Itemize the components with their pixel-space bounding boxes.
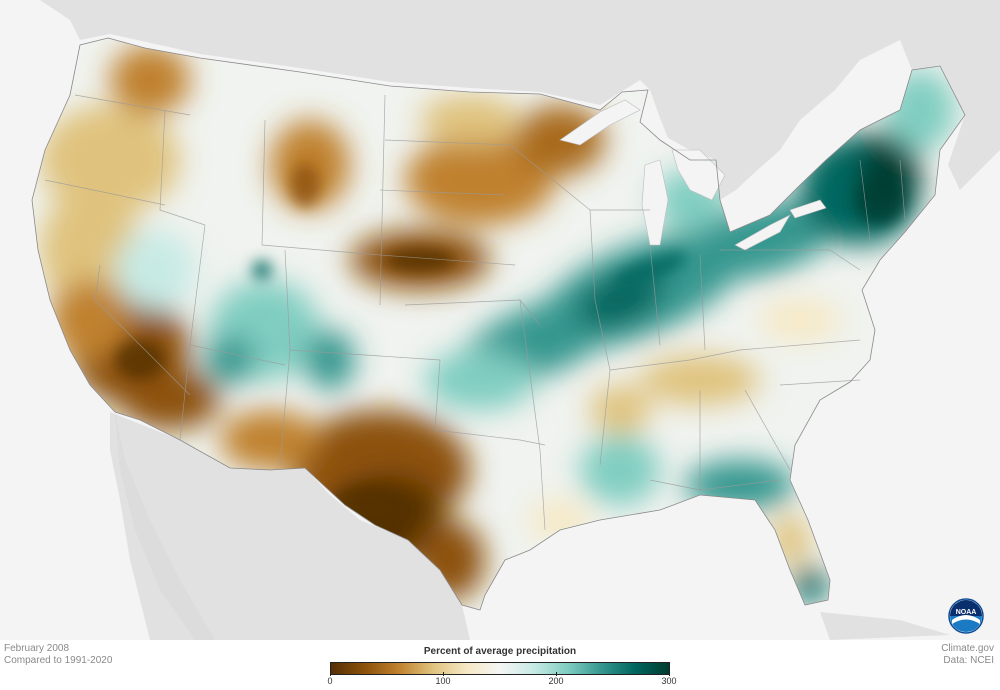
legend-tickmark <box>669 672 670 676</box>
legend-tick-300: 300 <box>661 676 677 686</box>
us-outline <box>31 37 966 611</box>
canada-east-land <box>640 0 1000 200</box>
noaa-logo-text: NOAA <box>956 609 977 616</box>
legend-tickmark <box>443 672 444 676</box>
legend-title: Percent of average precipitation <box>423 646 577 657</box>
legend: Percent of average precipitation 0 100 2… <box>327 642 676 688</box>
cuba-land <box>820 612 950 640</box>
source-data: Data: NCEI <box>943 655 994 666</box>
source-info: Climate.gov Data: NCEI <box>941 643 994 667</box>
source-site: Climate.gov <box>941 643 994 654</box>
canada-land <box>0 0 640 105</box>
legend-color-bar <box>330 662 670 675</box>
footer: February 2008 Compared to 1991-2020 Perc… <box>0 640 1000 690</box>
map-period: February 2008 <box>4 643 70 654</box>
legend-tick-200: 200 <box>548 676 564 686</box>
legend-tick-0: 0 <box>327 676 333 686</box>
legend-tickmark <box>330 672 331 676</box>
legend-tickmark <box>556 672 557 676</box>
mexico-land <box>110 412 470 640</box>
legend-tick-100: 100 <box>435 676 451 686</box>
map-period-info: February 2008 Compared to 1991-2020 <box>4 643 112 667</box>
precipitation-map <box>0 0 1000 640</box>
state-boundaries <box>44 94 906 531</box>
map-baseline: Compared to 1991-2020 <box>4 655 113 666</box>
great-lakes <box>559 99 827 251</box>
noaa-logo: NOAA <box>948 598 984 634</box>
baja-land <box>115 412 215 640</box>
